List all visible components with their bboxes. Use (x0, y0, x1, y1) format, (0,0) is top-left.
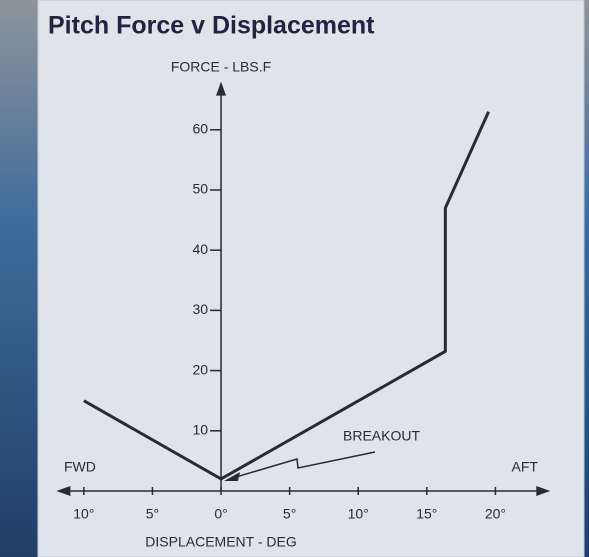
y-tick-label: 60 (192, 120, 208, 136)
chart: Pitch Force v Displacement FORCE - LBS.F… (0, 0, 589, 557)
x-tick-label: 5° (283, 506, 296, 522)
y-tick-label: 40 (192, 241, 208, 257)
x-tick-label: 15° (416, 506, 437, 522)
panel (38, 0, 584, 557)
y-axis-title: FORCE - LBS.F (171, 59, 271, 75)
x-axis-title: DISPLACEMENT - DEG (145, 534, 296, 550)
x-tick-label: 10° (348, 506, 369, 522)
x-tick-label: 20° (485, 506, 506, 522)
x-tick-label: 0° (214, 506, 227, 522)
y-tick-label: 50 (192, 181, 208, 197)
aft-label: AFT (512, 459, 539, 475)
y-tick-label: 30 (192, 301, 208, 317)
x-tick-label: 10° (73, 506, 94, 522)
y-tick-label: 10 (192, 421, 208, 437)
y-tick-label: 20 (192, 361, 208, 377)
breakout-label: BREAKOUT (343, 428, 420, 444)
fwd-label: FWD (64, 459, 96, 475)
chart-title: Pitch Force v Displacement (48, 12, 375, 40)
x-tick-label: 5° (146, 506, 159, 522)
